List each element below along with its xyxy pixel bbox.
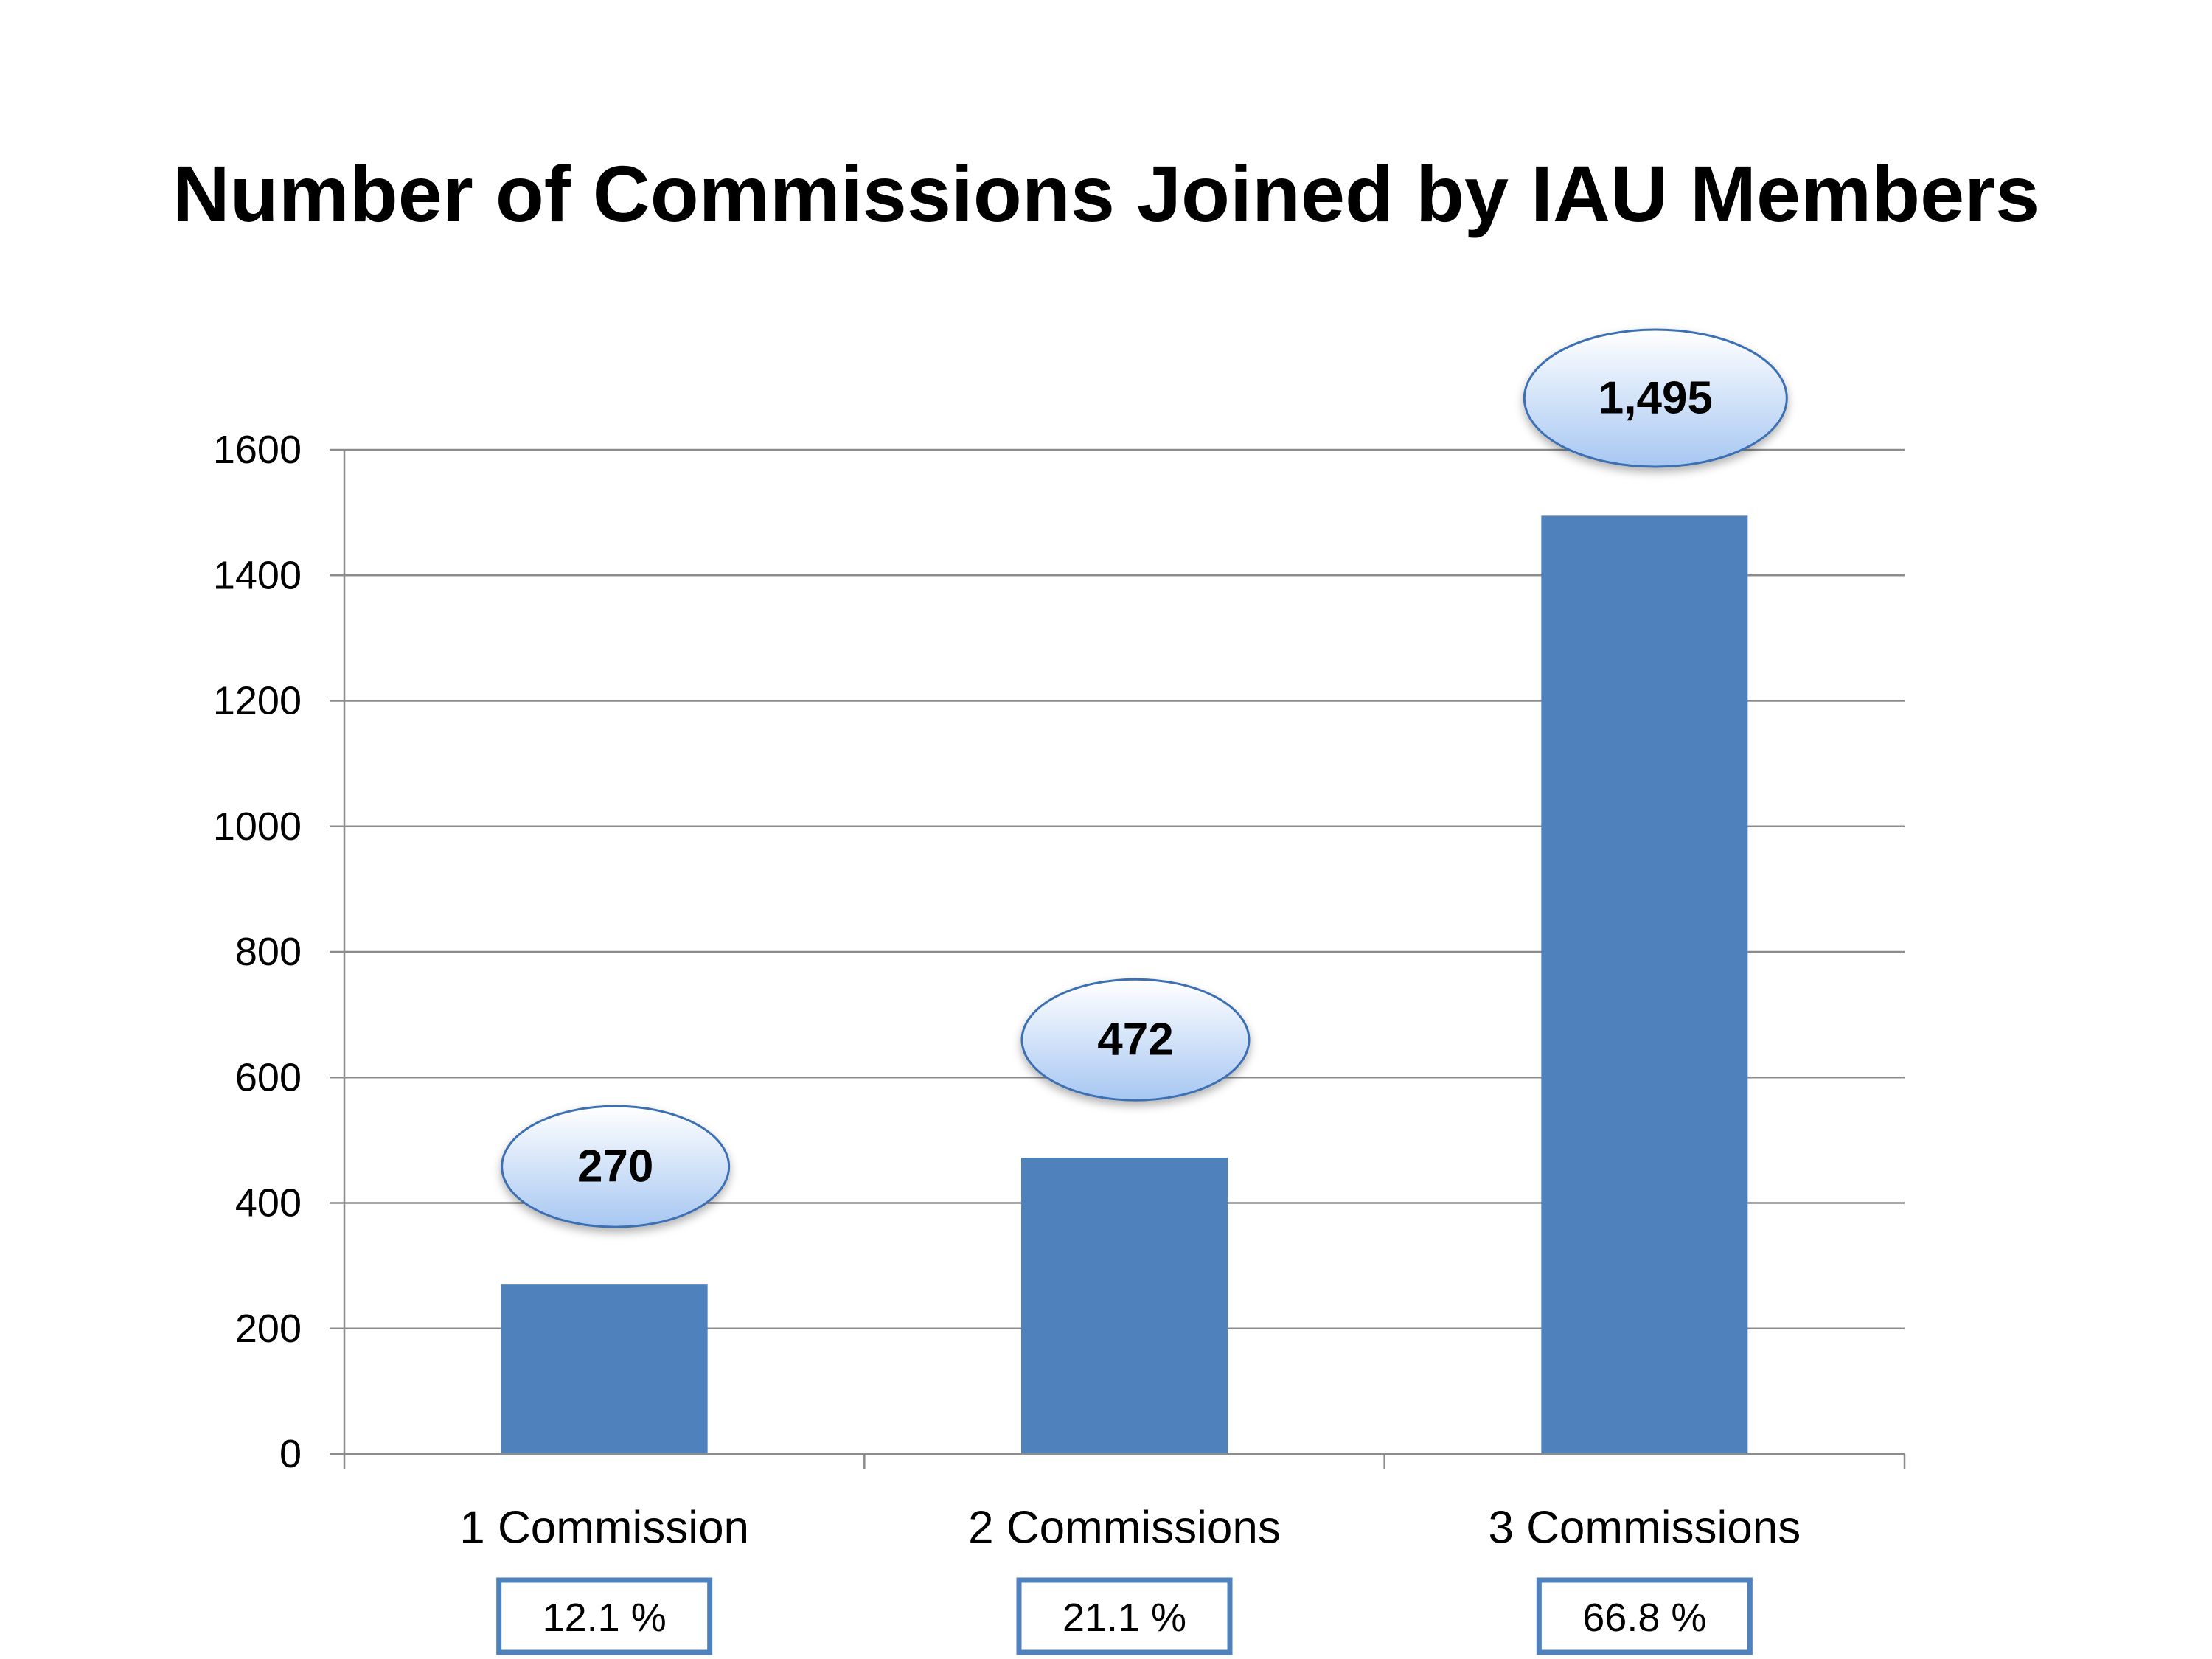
y-tick-label: 1400 <box>213 553 302 597</box>
category-labels: 1 Commission 2 Commissions 3 Commissions <box>459 1503 1801 1554</box>
x-axis <box>343 450 1906 1469</box>
percent-box <box>1536 1577 1753 1655</box>
percent-boxes: 12.1 % 21.1 % 66.8 % <box>496 1577 1753 1655</box>
bar <box>1021 1158 1228 1454</box>
percent-label: 66.8 % <box>1582 1596 1706 1640</box>
data-label: 270 <box>577 1141 653 1192</box>
x-category-label: 3 Commissions <box>1488 1503 1801 1554</box>
y-tick-label: 1600 <box>213 428 302 472</box>
percent-box <box>1016 1577 1233 1655</box>
y-axis: 0 200 400 600 800 1000 1200 1400 1600 <box>213 428 344 1476</box>
data-label: 1,495 <box>1599 373 1713 424</box>
bar <box>1541 515 1748 1454</box>
percent-label: 12.1 % <box>543 1596 667 1640</box>
percent-box <box>496 1577 713 1655</box>
value-bubbles: 270 472 1,495 <box>501 328 1788 1228</box>
y-tick-label: 600 <box>235 1055 302 1099</box>
x-category-label: 1 Commission <box>459 1503 749 1554</box>
bars <box>501 515 1748 1454</box>
data-label: 472 <box>1097 1015 1173 1065</box>
y-tick-label: 800 <box>235 930 302 974</box>
y-tick-label: 1000 <box>213 804 302 849</box>
y-tick-label: 1200 <box>213 679 302 723</box>
value-bubble <box>1020 978 1251 1102</box>
y-tick-label: 200 <box>235 1307 302 1351</box>
y-tick-label: 400 <box>235 1181 302 1225</box>
chart-title: Number of Commissions Joined by IAU Memb… <box>172 149 2040 238</box>
value-bubble <box>501 1105 731 1228</box>
y-tick-label: 0 <box>279 1432 302 1476</box>
percent-label: 21.1 % <box>1062 1596 1186 1640</box>
value-bubble <box>1523 328 1788 468</box>
bar <box>501 1284 708 1454</box>
x-category-label: 2 Commissions <box>968 1503 1281 1554</box>
